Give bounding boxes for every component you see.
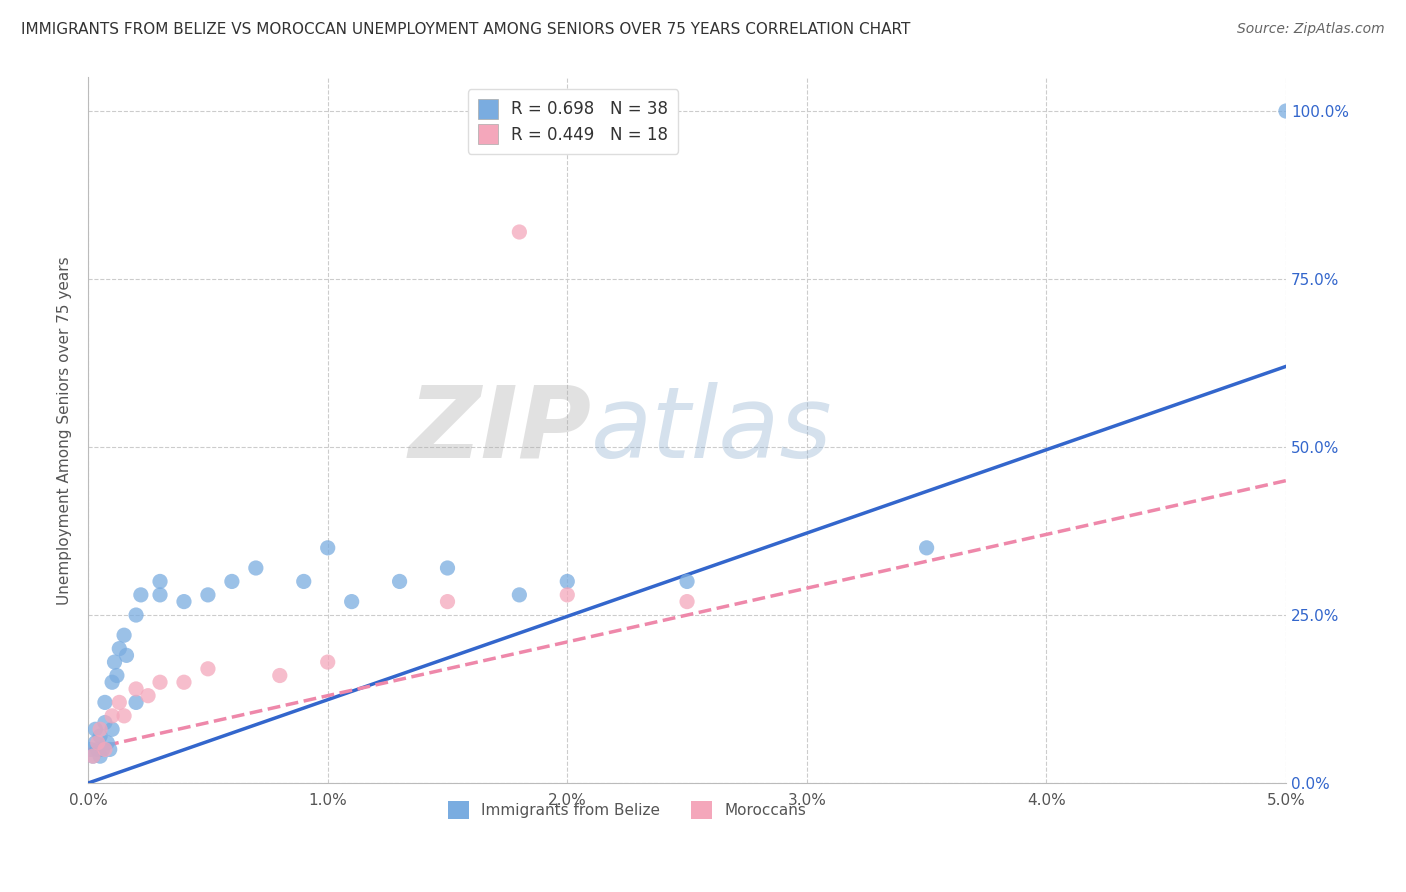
Point	[94, 695, 117, 709]
Point	[101, 675, 124, 690]
Point	[87, 742, 110, 756]
Point	[149, 675, 172, 690]
Point	[108, 695, 131, 709]
Point	[101, 709, 124, 723]
Point	[79, 742, 101, 756]
Point	[112, 709, 135, 723]
Point	[94, 715, 117, 730]
Legend: Immigrants from Belize, Moroccans: Immigrants from Belize, Moroccans	[441, 795, 813, 825]
Point	[89, 749, 111, 764]
Point	[82, 749, 104, 764]
Text: IMMIGRANTS FROM BELIZE VS MOROCCAN UNEMPLOYMENT AMONG SENIORS OVER 75 YEARS CORR: IMMIGRANTS FROM BELIZE VS MOROCCAN UNEMP…	[21, 22, 911, 37]
Point	[388, 574, 411, 589]
Point	[84, 736, 107, 750]
Point	[316, 541, 339, 555]
Point	[82, 749, 104, 764]
Point	[101, 723, 124, 737]
Point	[98, 742, 121, 756]
Point	[197, 588, 219, 602]
Point	[555, 588, 578, 602]
Point	[89, 723, 111, 737]
Point	[103, 655, 125, 669]
Y-axis label: Unemployment Among Seniors over 75 years: Unemployment Among Seniors over 75 years	[58, 256, 72, 605]
Point	[125, 681, 148, 696]
Point	[112, 628, 135, 642]
Point	[89, 729, 111, 743]
Point	[136, 689, 159, 703]
Point	[915, 541, 938, 555]
Text: ZIP: ZIP	[408, 382, 592, 479]
Point	[221, 574, 243, 589]
Point	[508, 588, 530, 602]
Point	[149, 574, 172, 589]
Point	[94, 742, 117, 756]
Point	[125, 608, 148, 623]
Point	[292, 574, 315, 589]
Point	[245, 561, 267, 575]
Point	[173, 675, 195, 690]
Point	[555, 574, 578, 589]
Point	[105, 668, 128, 682]
Point	[508, 225, 530, 239]
Point	[108, 641, 131, 656]
Point	[316, 655, 339, 669]
Point	[84, 723, 107, 737]
Point	[436, 594, 458, 608]
Text: Source: ZipAtlas.com: Source: ZipAtlas.com	[1237, 22, 1385, 37]
Point	[125, 695, 148, 709]
Point	[676, 574, 699, 589]
Point	[149, 588, 172, 602]
Point	[129, 588, 152, 602]
Point	[436, 561, 458, 575]
Point	[173, 594, 195, 608]
Point	[115, 648, 138, 663]
Point	[197, 662, 219, 676]
Point	[91, 742, 114, 756]
Point	[676, 594, 699, 608]
Point	[87, 736, 110, 750]
Point	[269, 668, 291, 682]
Text: atlas: atlas	[592, 382, 832, 479]
Point	[340, 594, 363, 608]
Point	[96, 736, 118, 750]
Point	[1275, 103, 1298, 118]
